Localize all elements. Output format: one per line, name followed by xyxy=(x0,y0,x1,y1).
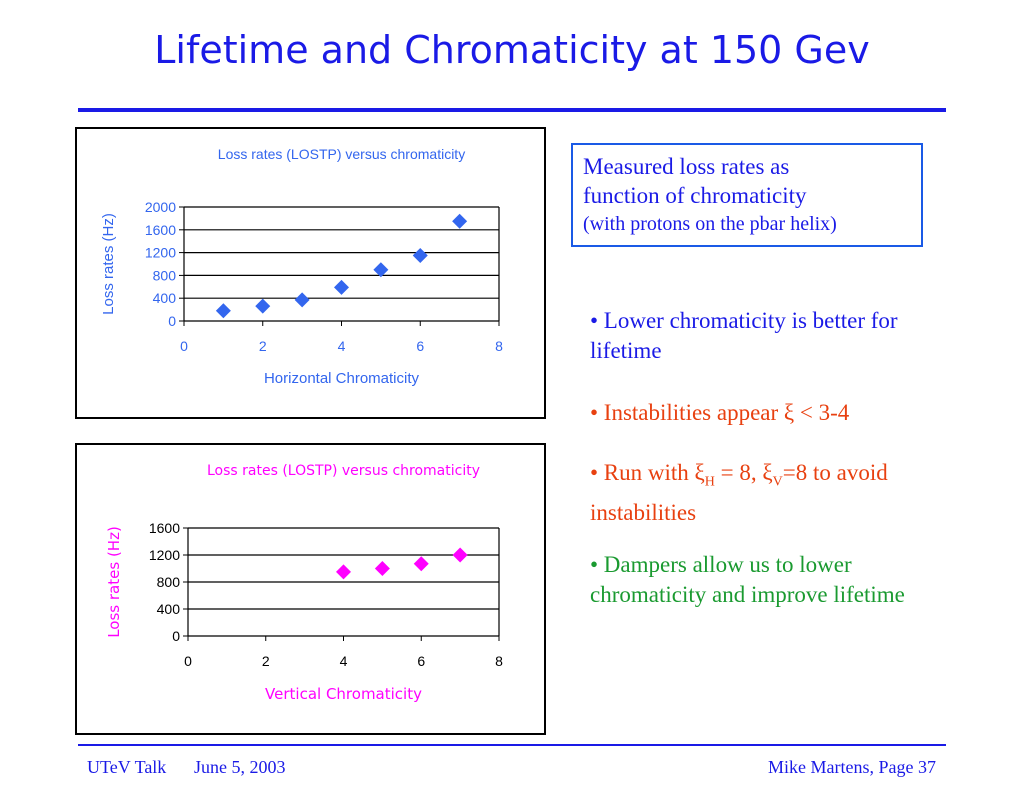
data-point xyxy=(413,556,429,572)
xi-v-subscript: V xyxy=(772,474,783,490)
y-tick-label: 1200 xyxy=(149,547,180,563)
callout-line-1: Measured loss rates as xyxy=(583,154,790,179)
x-tick-label: 0 xyxy=(180,338,188,354)
chart-title: Loss rates (LOSTP) versus chromaticity xyxy=(207,463,480,479)
callout-line-3: (with protons on the pbar helix) xyxy=(583,213,837,235)
xi-h-subscript: H xyxy=(704,474,715,490)
horizontal-chart-svg: Loss rates (LOSTP) versus chromaticity 0 4… xyxy=(100,146,503,387)
footer-divider xyxy=(78,744,946,746)
y-axis-label: Loss rates (Hz) xyxy=(105,526,123,638)
x-tick-label: 2 xyxy=(262,653,270,669)
bullet-run-pre: • Run with ξ xyxy=(590,460,705,485)
bullet-instabilities: • Instabilities appear ξ < 3-4 xyxy=(590,400,850,425)
footer-talk: UTeV Talk xyxy=(87,757,167,777)
x-tick-label: 8 xyxy=(495,653,503,669)
bullet-run-post: =8 to avoid instabilities xyxy=(590,460,888,525)
bullet-dampers: • Dampers allow us to lower chromaticity… xyxy=(590,552,905,607)
data-point xyxy=(452,547,468,563)
bullet-run-with: • Run with ξH = 8, ξV=8 to avoid instabi… xyxy=(590,458,930,528)
y-tick-label: 800 xyxy=(157,574,181,590)
data-point xyxy=(255,298,271,314)
x-tick-label: 4 xyxy=(338,338,346,354)
y-tick-label: 0 xyxy=(168,313,176,329)
title-divider xyxy=(78,108,946,112)
vertical-chart-svg: Loss rates (LOSTP) versus chromaticity 0 4… xyxy=(105,463,503,703)
x-tick-label: 8 xyxy=(495,338,503,354)
bullet-lower-chromaticity: • Lower chromaticity is better for lifet… xyxy=(590,308,898,363)
x-tick-label: 6 xyxy=(417,653,425,669)
x-tick-label: 0 xyxy=(184,653,192,669)
data-point xyxy=(374,561,390,576)
data-point xyxy=(336,564,351,580)
bullet-run-mid: = 8, ξ xyxy=(714,460,773,485)
x-tick-label: 6 xyxy=(416,338,424,354)
y-tick-label: 1200 xyxy=(145,245,176,261)
y-tick-label: 0 xyxy=(172,628,180,644)
data-point xyxy=(412,247,428,263)
data-point xyxy=(334,279,349,295)
slide-title: Lifetime and Chromaticity at 150 Gev xyxy=(154,28,870,72)
horizontal-chromaticity-chart: Loss rates (LOSTP) versus chromaticity 0 4… xyxy=(75,127,546,419)
x-tick-label: 2 xyxy=(259,338,267,354)
x-axis-label: Horizontal Chromaticity xyxy=(264,370,420,387)
data-point xyxy=(452,213,468,229)
data-point xyxy=(373,262,389,278)
data-point xyxy=(294,292,310,308)
y-tick-label: 2000 xyxy=(145,199,176,215)
y-axis-label: Loss rates (Hz) xyxy=(100,213,117,315)
callout-line-2: function of chromaticity xyxy=(583,183,807,208)
y-tick-label: 400 xyxy=(157,601,181,617)
footer-page: Mike Martens, Page 37 xyxy=(768,757,936,777)
y-tick-label: 1600 xyxy=(149,520,180,536)
x-axis-label: Vertical Chromaticity xyxy=(265,685,422,703)
vertical-chromaticity-chart: Loss rates (LOSTP) versus chromaticity 0 4… xyxy=(75,443,546,735)
measured-loss-callout: Measured loss rates as function of chrom… xyxy=(571,143,923,247)
x-tick-label: 4 xyxy=(340,653,348,669)
chart-title: Loss rates (LOSTP) versus chromaticity xyxy=(218,146,465,162)
y-tick-label: 1600 xyxy=(145,222,176,238)
data-point xyxy=(215,303,231,319)
footer-date: June 5, 2003 xyxy=(194,757,286,777)
y-tick-label: 800 xyxy=(153,267,177,283)
y-tick-label: 400 xyxy=(153,290,177,306)
